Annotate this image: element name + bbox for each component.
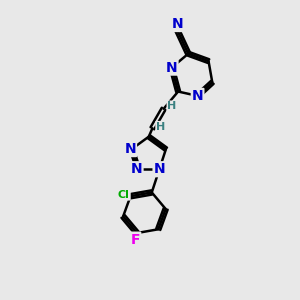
Text: Cl: Cl bbox=[118, 190, 130, 200]
Text: N: N bbox=[172, 17, 183, 31]
Text: H: H bbox=[156, 122, 165, 132]
Text: N: N bbox=[154, 162, 165, 176]
Text: H: H bbox=[167, 101, 177, 111]
Text: N: N bbox=[166, 61, 178, 75]
Text: N: N bbox=[124, 142, 136, 156]
Text: N: N bbox=[192, 89, 203, 103]
Text: N: N bbox=[131, 162, 142, 176]
Text: F: F bbox=[131, 232, 140, 247]
